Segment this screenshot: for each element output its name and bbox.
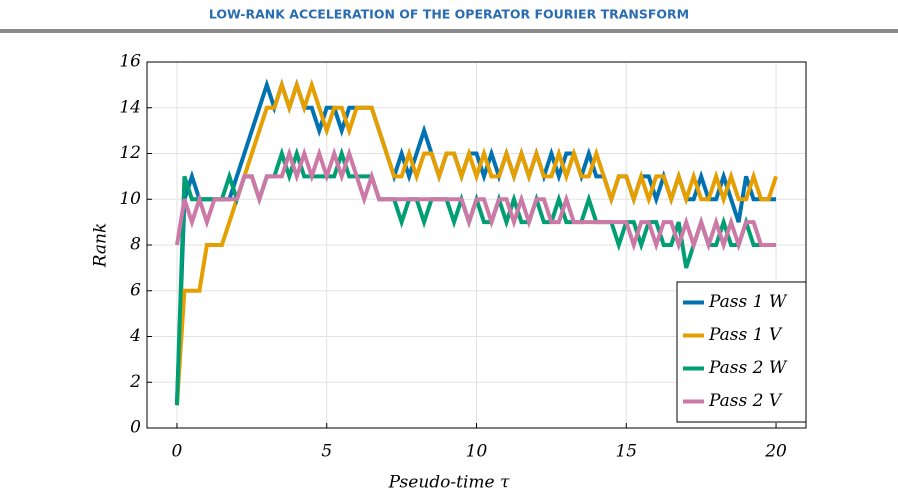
x-tick-label: 20 [764,442,787,462]
y-tick-label: 10 [119,189,141,209]
y-tick-label: 12 [119,143,141,163]
x-axis-label: Pseudo-time τ [388,473,510,493]
x-tick-label: 5 [321,442,332,462]
y-tick-label: 0 [130,418,141,438]
header-rule [0,29,898,33]
y-tick-label: 4 [129,326,141,346]
x-tick-label: 10 [466,442,488,462]
y-tick-label: 2 [129,372,141,392]
y-axis-label: Rank [91,223,111,269]
plot-frame [146,61,807,429]
running-header: LOW-RANK ACCELERATION OF THE OPERATOR FO… [209,7,689,22]
x-tick-label: 15 [615,442,637,462]
legend-label: Pass 2 V [708,391,783,411]
series-line [174,78,778,406]
legend-box [676,281,807,423]
legend-label: Pass 2 W [708,358,788,378]
y-tick-label: 16 [119,52,141,72]
x-tick-label: 0 [172,442,183,462]
y-tick-label: 14 [119,97,141,117]
legend-label: Pass 1 W [708,292,788,312]
series-line [174,147,777,252]
legend-label: Pass 1 V [708,325,783,345]
y-tick-label: 6 [130,280,141,300]
y-tick-label: 8 [130,235,141,255]
